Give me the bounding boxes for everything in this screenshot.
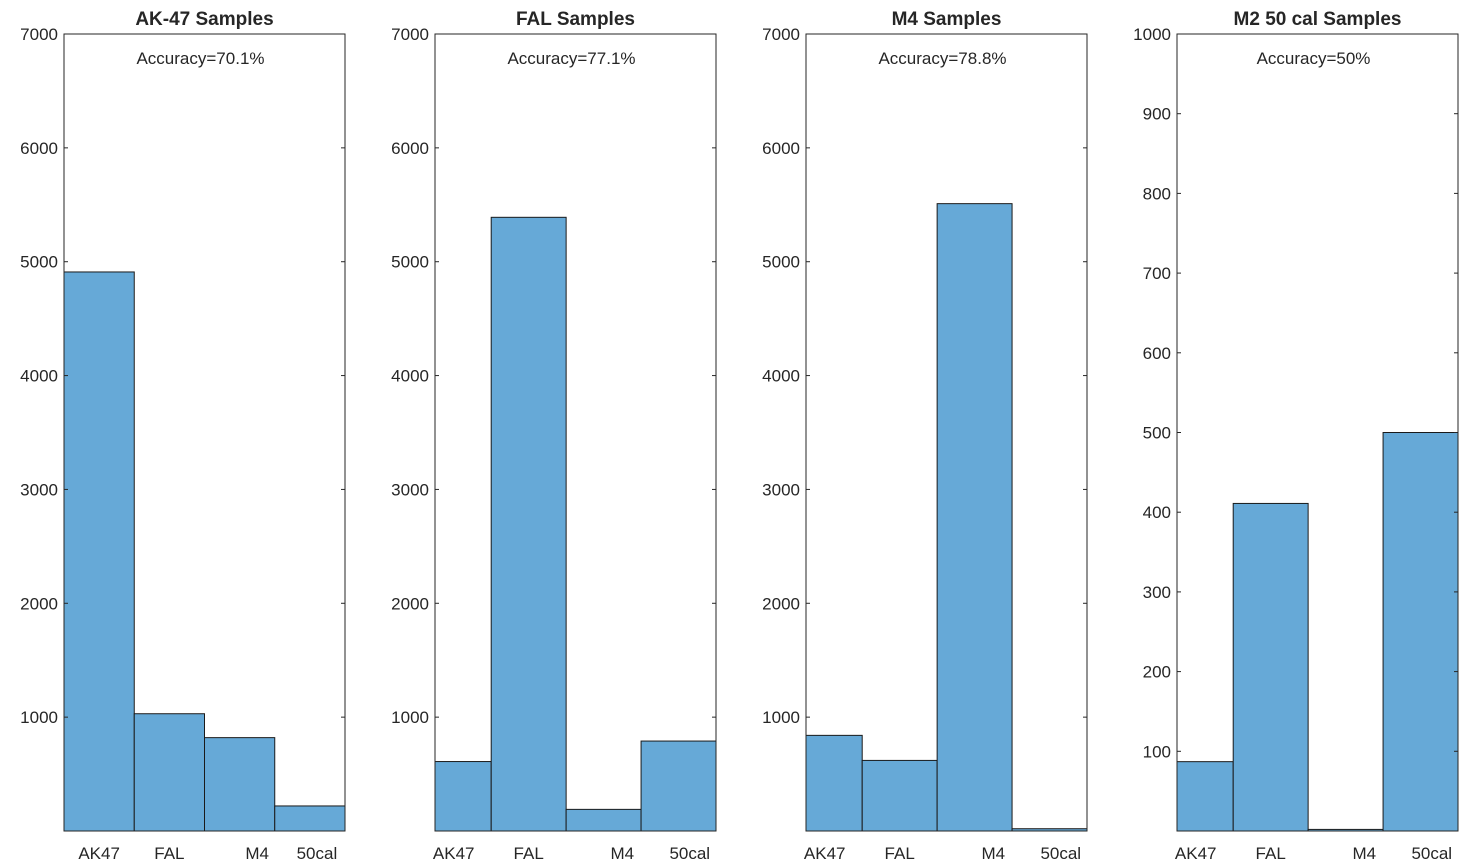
- x-category-label: M4: [982, 844, 1006, 863]
- y-tick-label: 400: [1143, 503, 1171, 522]
- y-tick-label: 4000: [20, 367, 58, 386]
- chart-panel-1: 1000 2000 3000 4000 5000 6000 7000 AK47 FAL M4 50c…: [20, 9, 346, 863]
- y-tick-label: 4000: [391, 367, 429, 386]
- x-category-label: AK47: [804, 844, 846, 863]
- y-tick-label: 600: [1143, 344, 1171, 363]
- bar-ak47: [434, 761, 492, 832]
- y-tick-label: 1000: [391, 708, 429, 727]
- y-tick-label: 1000: [762, 708, 800, 727]
- bar-ak47: [1176, 761, 1234, 832]
- y-tick-label: 800: [1143, 184, 1171, 203]
- accuracy-annotation: Accuracy=70.1%: [136, 49, 264, 68]
- y-tick-label: 300: [1143, 583, 1171, 602]
- chart-panel-3: 1000 2000 3000 4000 5000 6000 7000 AK47 FAL M4 50c…: [762, 9, 1088, 863]
- x-category-label: 50cal: [1411, 844, 1452, 863]
- bar-m4: [565, 808, 642, 832]
- axes-box: [434, 33, 717, 832]
- chart-title: M2 50 cal Samples: [1234, 9, 1402, 30]
- bar-m4: [204, 737, 276, 832]
- bar-fal: [861, 759, 938, 832]
- x-category-label: AK47: [78, 844, 120, 863]
- bar-fal: [1232, 502, 1309, 832]
- bar-50cal: [1382, 432, 1459, 832]
- x-category-label: 50cal: [669, 844, 710, 863]
- chart-panel-2: 1000 2000 3000 4000 5000 6000 7000 AK47 FAL M4 50c…: [391, 9, 717, 863]
- y-tick-label: 6000: [20, 139, 58, 158]
- bar-50cal: [274, 805, 346, 832]
- chart-title: FAL Samples: [516, 9, 635, 30]
- chart-title: M4 Samples: [892, 9, 1002, 30]
- y-tick-label: 5000: [762, 253, 800, 272]
- y-tick-label: 6000: [762, 139, 800, 158]
- x-category-label: AK47: [433, 844, 475, 863]
- x-category-label: M4: [245, 844, 269, 863]
- axes-box: [63, 33, 346, 832]
- bar-fal: [133, 713, 205, 832]
- bar-ak47: [805, 734, 863, 832]
- y-tick-label: 200: [1143, 663, 1171, 682]
- x-category-label: FAL: [514, 844, 544, 863]
- x-category-label: M4: [611, 844, 635, 863]
- bar-m4: [936, 203, 1013, 832]
- y-tick-label: 500: [1143, 424, 1171, 443]
- y-tick-label: 4000: [762, 367, 800, 386]
- y-tick-label: 1000: [1133, 25, 1171, 44]
- x-category-label: AK47: [1175, 844, 1217, 863]
- accuracy-annotation: Accuracy=77.1%: [507, 49, 635, 68]
- y-tick-label: 900: [1143, 105, 1171, 124]
- x-category-label: 50cal: [297, 844, 338, 863]
- y-tick-label: 700: [1143, 264, 1171, 283]
- bar-ak47: [63, 271, 135, 832]
- y-tick-label: 100: [1143, 742, 1171, 761]
- x-category-label: M4: [1353, 844, 1377, 863]
- y-tick-label: 3000: [20, 480, 58, 499]
- accuracy-annotation: Accuracy=50%: [1257, 49, 1371, 68]
- y-tick-label: 7000: [391, 25, 429, 44]
- y-tick-label: 7000: [762, 25, 800, 44]
- bar-50cal: [640, 740, 717, 832]
- y-tick-label: 6000: [391, 139, 429, 158]
- x-category-label: FAL: [154, 844, 184, 863]
- y-tick-label: 3000: [762, 480, 800, 499]
- y-tick-label: 2000: [20, 594, 58, 613]
- y-tick-label: 2000: [762, 594, 800, 613]
- y-tick-label: 7000: [20, 25, 58, 44]
- x-category-label: FAL: [1256, 844, 1286, 863]
- accuracy-annotation: Accuracy=78.8%: [878, 49, 1006, 68]
- y-tick-label: 2000: [391, 594, 429, 613]
- bar-fal: [490, 216, 567, 832]
- chart-title: AK-47 Samples: [135, 9, 273, 30]
- axes-box: [805, 33, 1088, 832]
- y-tick-label: 5000: [391, 253, 429, 272]
- y-tick-label: 3000: [391, 480, 429, 499]
- x-category-label: FAL: [885, 844, 915, 863]
- y-tick-label: 1000: [20, 708, 58, 727]
- x-category-label: 50cal: [1040, 844, 1081, 863]
- chart-panel-4: 100 200 300 400 500 600 700 800 900 1000 AK47 FAL M4…: [1133, 9, 1459, 863]
- y-tick-label: 5000: [20, 253, 58, 272]
